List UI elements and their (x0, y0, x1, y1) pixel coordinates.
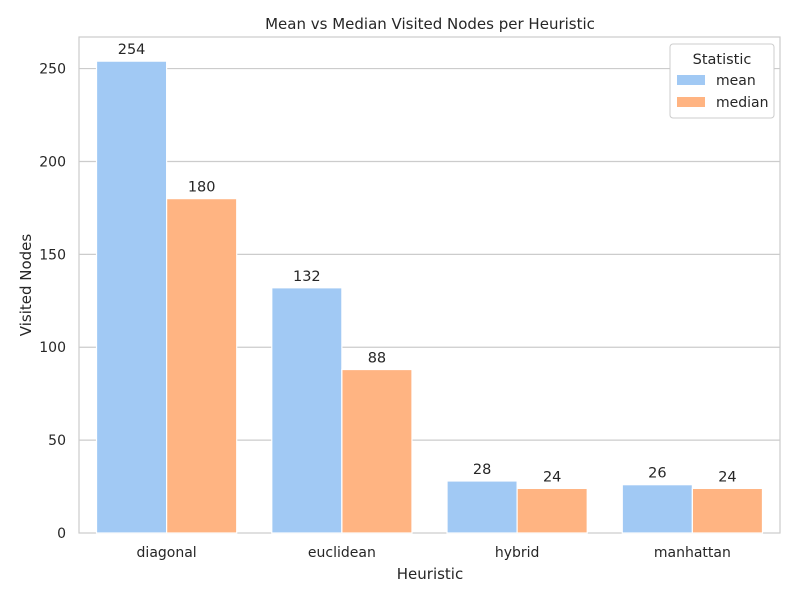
bar-median-manhattan (691, 487, 764, 534)
bar-mean-manhattan (621, 484, 693, 534)
x-axis: diagonal euclidean hybrid manhattan (137, 545, 731, 561)
y-tick-label: 0 (57, 526, 66, 542)
bar-mean-hybrid (446, 480, 518, 534)
data-label-median-diagonal: 180 (188, 180, 216, 196)
y-tick-label: 150 (39, 247, 66, 263)
y-tick-label: 200 (39, 154, 66, 170)
data-label-median-manhattan: 24 (718, 469, 736, 485)
data-label-mean-manhattan: 26 (648, 466, 666, 482)
x-tick-label-hybrid: hybrid (495, 545, 540, 561)
x-tick-label-euclidean: euclidean (308, 545, 376, 561)
x-axis-label: Heuristic (397, 565, 463, 583)
legend-title: Statistic (693, 52, 752, 68)
data-labels: 254 180 132 88 28 24 26 24 (118, 42, 737, 485)
x-tick-label-diagonal: diagonal (137, 545, 197, 561)
legend-label-mean: mean (716, 73, 756, 89)
bar-mean-diagonal (95, 60, 168, 534)
legend: Statistic mean median (669, 43, 775, 119)
bar-median-euclidean (341, 368, 413, 534)
bars (95, 60, 764, 534)
data-label-mean-hybrid: 28 (473, 462, 491, 478)
data-label-mean-euclidean: 132 (293, 269, 321, 285)
bar-median-diagonal (166, 198, 238, 534)
chart-title: Mean vs Median Visited Nodes per Heurist… (265, 15, 595, 33)
y-tick-label: 100 (39, 340, 66, 356)
legend-swatch-mean (677, 75, 705, 85)
x-tick-label-manhattan: manhattan (654, 545, 731, 561)
y-axis-label: Visited Nodes (17, 234, 35, 337)
plot-frame (78, 36, 781, 534)
bar-mean-euclidean (271, 287, 343, 534)
legend-swatch-median (677, 97, 705, 107)
legend-label-median: median (716, 95, 768, 111)
bar-median-hybrid (516, 487, 588, 534)
data-label-mean-diagonal: 254 (118, 42, 146, 58)
y-tick-label: 50 (48, 433, 66, 449)
y-axis: 0 50 100 150 200 250 (39, 62, 66, 542)
y-tick-label: 250 (39, 62, 66, 78)
data-label-median-hybrid: 24 (543, 469, 561, 485)
data-label-median-euclidean: 88 (368, 351, 386, 367)
